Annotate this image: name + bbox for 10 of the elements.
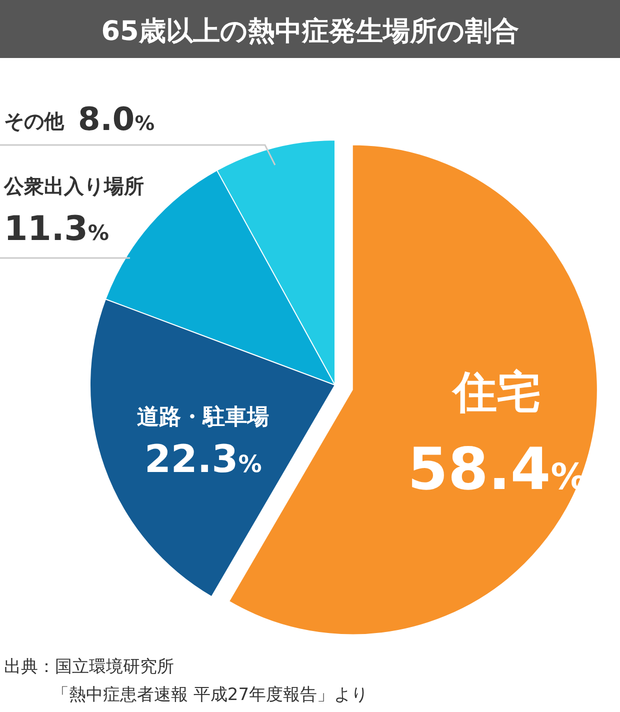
slice-label: 公衆出入り場所 bbox=[3, 174, 144, 198]
data-label: 8.0% bbox=[78, 100, 155, 138]
chart-title: 65歳以上の熱中症発生場所の割合 bbox=[101, 16, 519, 47]
slice-label: 道路・駐車場 bbox=[137, 404, 270, 430]
data-label: 11.3% bbox=[4, 209, 110, 249]
source-note: 出典：国立環境研究所 bbox=[4, 657, 174, 677]
slice-label: 住宅 bbox=[451, 366, 542, 418]
slice-label: その他 bbox=[4, 109, 65, 133]
text: 「熱中症患者速報 平成27年度報告」より bbox=[52, 685, 368, 705]
data-label: 22.3% bbox=[144, 437, 262, 482]
